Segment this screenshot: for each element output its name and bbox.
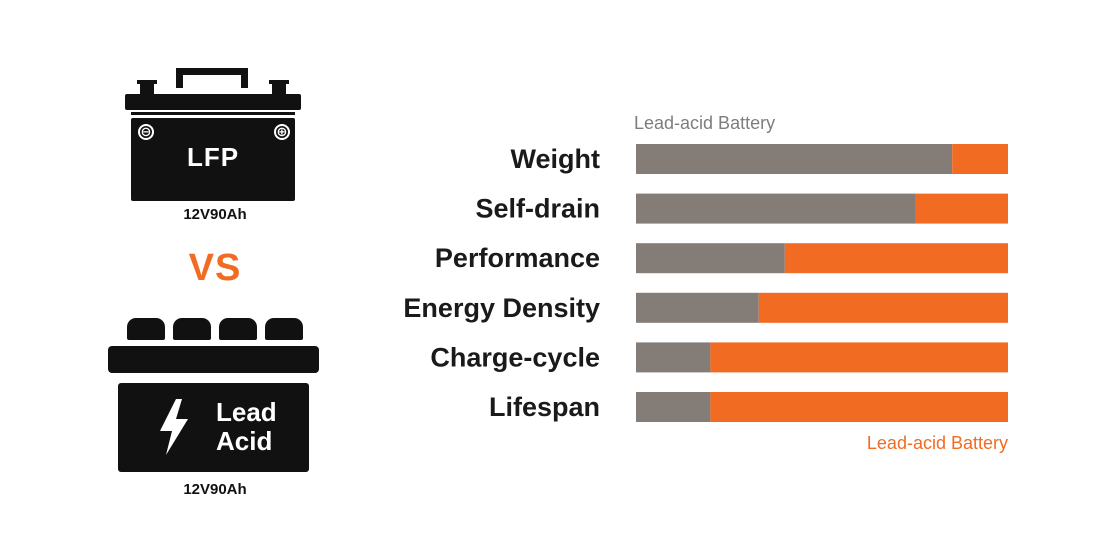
versus-label: VS xyxy=(188,247,242,289)
battery-handle xyxy=(176,68,248,88)
bar-segment-gray xyxy=(636,392,711,422)
lead-acid-battery-body: Lead Acid xyxy=(118,383,309,472)
bar-segment-orange xyxy=(952,144,1008,174)
minus-terminal-icon: ⊖ xyxy=(138,124,154,140)
category-label: Weight xyxy=(511,144,601,174)
legend-label-bottom: Lead-acid Battery xyxy=(867,433,1008,453)
battery-lid-rim xyxy=(131,112,295,115)
bar-segment-orange xyxy=(784,243,1008,274)
lightning-bolt-icon xyxy=(160,399,188,455)
battery-terminal-post xyxy=(127,318,165,340)
lead-acid-capacity-caption: 12V90Ah xyxy=(183,481,247,498)
battery-body: ⊖ ⊕ LFP xyxy=(131,118,295,201)
battery-terminal-post xyxy=(269,80,289,96)
category-label: Self-drain xyxy=(475,194,600,224)
bar-segment-gray xyxy=(636,342,711,373)
category-label: Lifespan xyxy=(489,392,600,422)
lead-acid-label-line2: Acid xyxy=(216,426,273,456)
battery-terminal-post xyxy=(219,318,257,340)
bar-segment-orange xyxy=(710,392,1008,422)
bar-segment-orange xyxy=(758,292,1008,323)
bar-segment-orange xyxy=(710,342,1008,373)
lfp-label: LFP xyxy=(186,142,240,172)
bar-segment-gray xyxy=(636,292,759,323)
bar-segment-gray xyxy=(636,243,785,274)
bar-segment-gray xyxy=(636,144,953,174)
battery-terminal-post xyxy=(173,318,211,340)
category-label: Energy Density xyxy=(403,293,600,323)
category-label: Charge-cycle xyxy=(430,342,600,372)
battery-terminal-post xyxy=(265,318,303,340)
battery-terminal-post xyxy=(137,80,157,96)
plus-terminal-icon: ⊕ xyxy=(274,124,290,140)
battery-lid xyxy=(125,94,301,110)
lfp-battery-icon: ⊖ ⊕ LFP xyxy=(120,66,310,206)
battery-lid xyxy=(108,346,319,373)
bar-segment-gray xyxy=(636,193,915,224)
lfp-capacity-caption: 12V90Ah xyxy=(183,206,247,223)
legend-label-top: Lead-acid Battery xyxy=(634,113,775,133)
lead-acid-label-line1: Lead xyxy=(216,397,277,427)
category-label: Performance xyxy=(435,243,600,273)
bar-segment-orange xyxy=(915,193,1008,224)
